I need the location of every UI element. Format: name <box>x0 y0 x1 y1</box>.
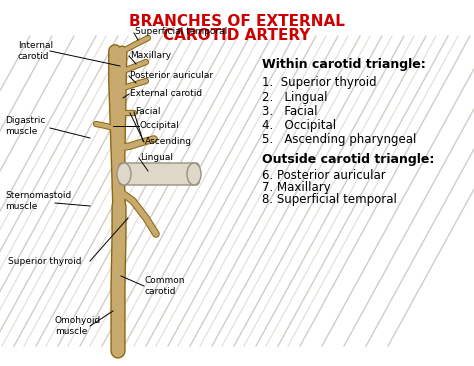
Text: External carotid: External carotid <box>130 90 202 98</box>
Text: BRANCHES OF EXTERNAL: BRANCHES OF EXTERNAL <box>129 14 345 29</box>
Text: Facial: Facial <box>135 108 161 116</box>
Text: Posterior auricular: Posterior auricular <box>130 71 213 81</box>
Text: Within carotid triangle:: Within carotid triangle: <box>262 58 426 71</box>
Text: Maxillary: Maxillary <box>130 52 171 60</box>
Ellipse shape <box>117 163 131 185</box>
Text: 5.   Ascending pharyngeal: 5. Ascending pharyngeal <box>262 133 416 146</box>
Text: Lingual: Lingual <box>140 153 173 163</box>
Text: Digastric
muscle: Digastric muscle <box>5 116 46 136</box>
Text: Occipital: Occipital <box>140 122 180 131</box>
Ellipse shape <box>187 163 201 185</box>
Text: 7. Maxillary: 7. Maxillary <box>262 181 331 194</box>
Text: 3.   Facial: 3. Facial <box>262 105 318 118</box>
Text: Sternomastoid
muscle: Sternomastoid muscle <box>5 191 71 211</box>
Text: Common
carotid: Common carotid <box>145 276 185 296</box>
FancyBboxPatch shape <box>119 163 199 185</box>
Text: Internal
carotid: Internal carotid <box>18 41 53 61</box>
Text: CAROTID ARTERY: CAROTID ARTERY <box>164 28 310 43</box>
Text: 1.  Superior thyroid: 1. Superior thyroid <box>262 76 377 89</box>
Text: Superficial temporal: Superficial temporal <box>135 26 227 36</box>
Text: Outside carotid triangle:: Outside carotid triangle: <box>262 153 434 166</box>
Text: Omohyoid
muscle: Omohyoid muscle <box>55 316 101 336</box>
Text: 8. Superficial temporal: 8. Superficial temporal <box>262 193 397 206</box>
Text: 2.   Lingual: 2. Lingual <box>262 91 328 104</box>
Text: 4.   Occipital: 4. Occipital <box>262 119 336 132</box>
Text: Superior thyroid: Superior thyroid <box>8 257 82 265</box>
Text: Ascending: Ascending <box>145 138 192 146</box>
Text: 6. Posterior auricular: 6. Posterior auricular <box>262 169 386 182</box>
